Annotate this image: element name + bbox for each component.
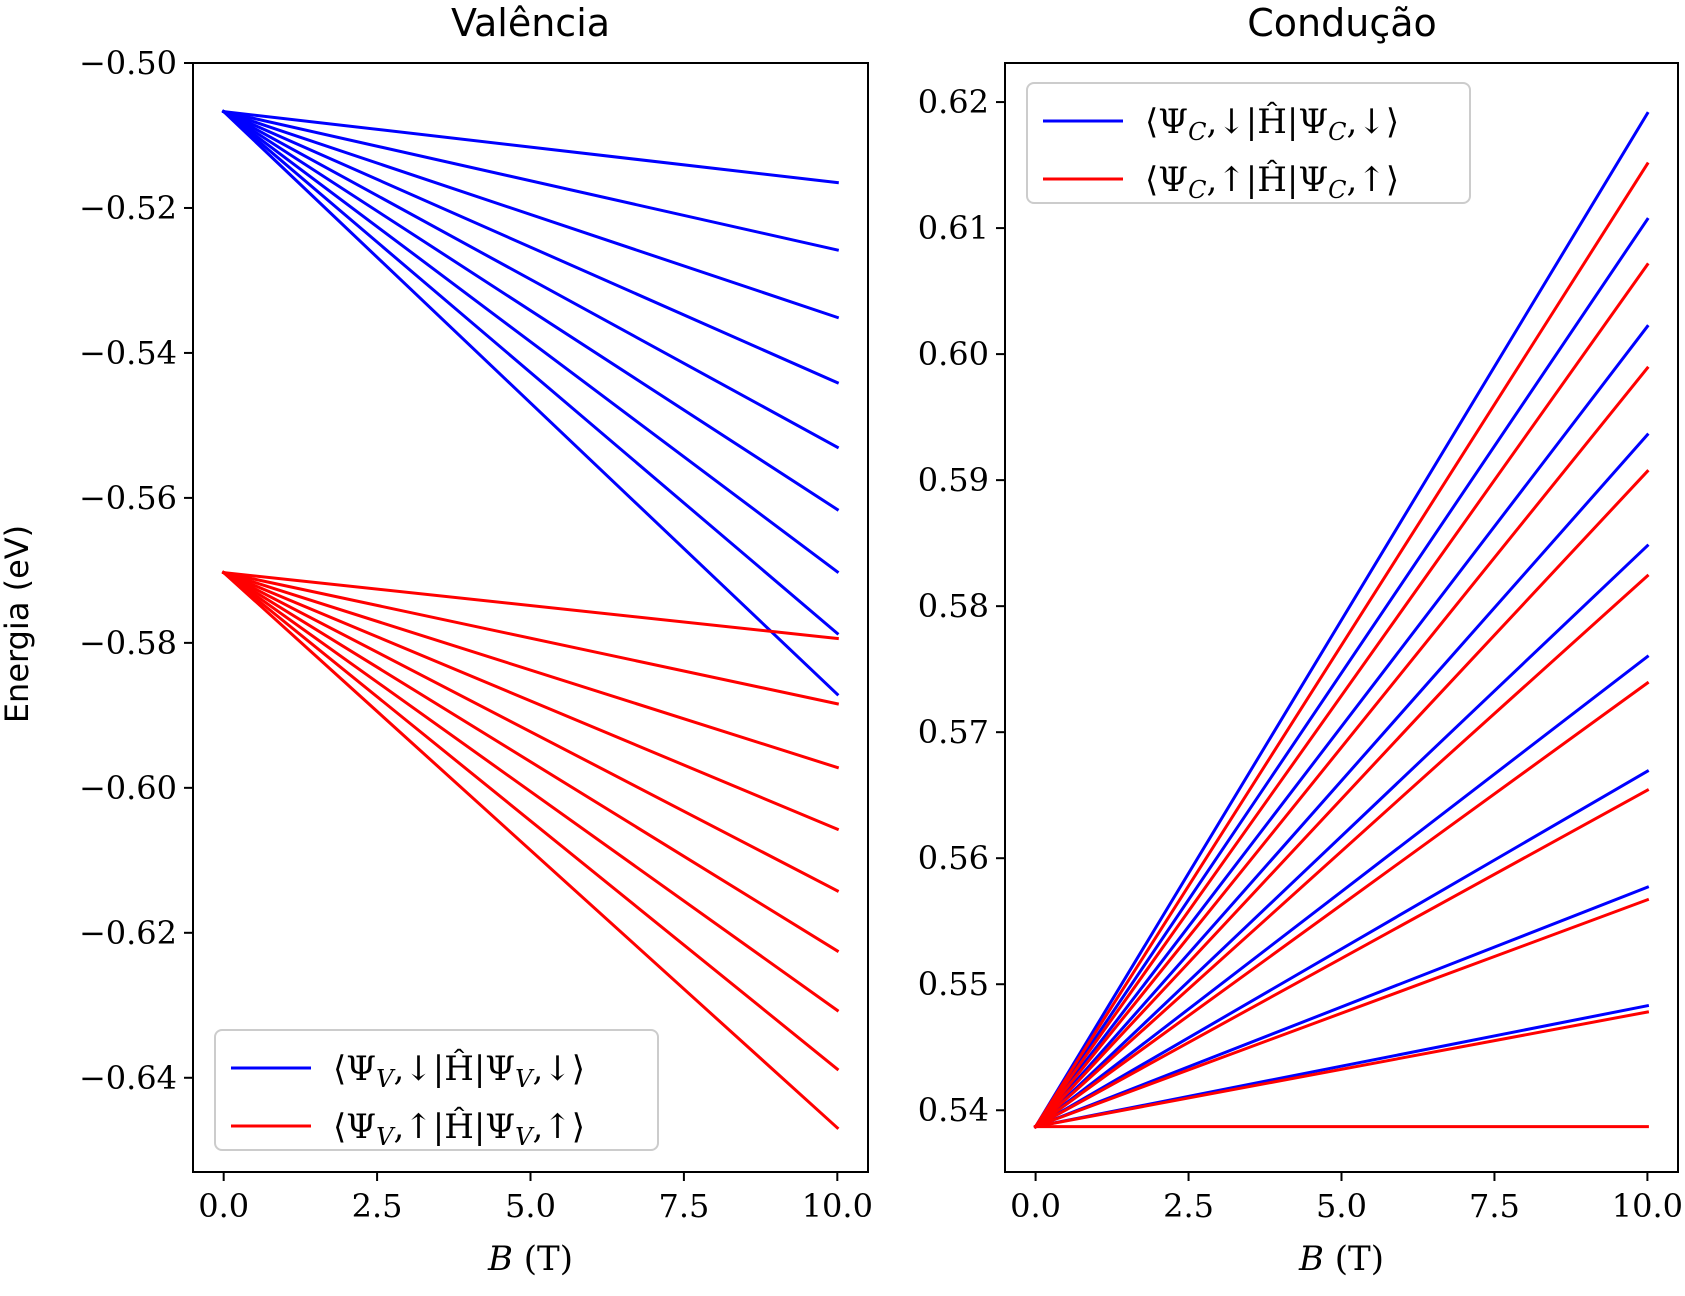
series-spin-up-line-3 bbox=[1033, 788, 1650, 1129]
conduction-title: Condução bbox=[1247, 1, 1437, 45]
series-spin-up-line-1 bbox=[1033, 1010, 1650, 1129]
series-spin-down-line-6 bbox=[1033, 324, 1650, 1129]
series-spin-down-line-5 bbox=[1033, 432, 1650, 1129]
y-tick-label: 0.57 bbox=[918, 713, 989, 751]
series-spin-down-line-2 bbox=[1033, 769, 1650, 1129]
series-spin-up-line-7 bbox=[221, 570, 840, 1072]
series-spin-up-line-2 bbox=[1033, 897, 1650, 1129]
series-spin-down-line-5 bbox=[221, 109, 840, 512]
series-spin-down-line-1 bbox=[1033, 885, 1650, 1129]
y-tick-label: 0.55 bbox=[918, 965, 989, 1003]
series-spin-up-line-6 bbox=[221, 570, 840, 1013]
x-tick-label: 7.5 bbox=[1469, 1187, 1520, 1225]
series-spin-up-line-7 bbox=[1033, 365, 1650, 1129]
x-tick-label: 2.5 bbox=[352, 1187, 403, 1225]
series-spin-down-line-1 bbox=[221, 109, 840, 252]
x-axis-label: B (T) bbox=[1298, 1239, 1384, 1279]
series-spin-down-line-3 bbox=[1033, 654, 1650, 1129]
x-tick-label: 5.0 bbox=[1316, 1187, 1367, 1225]
series-spin-down-line-3 bbox=[221, 109, 840, 385]
series-spin-down-line-4 bbox=[221, 109, 840, 450]
series-spin-down-line-8 bbox=[221, 109, 840, 697]
series-spin-up-line-2 bbox=[221, 570, 840, 770]
y-tick-label: 0.54 bbox=[918, 1091, 989, 1129]
series-spin-up-line-4 bbox=[1033, 680, 1650, 1129]
series-spin-up-line-9 bbox=[1033, 161, 1650, 1129]
x-tick-label: 7.5 bbox=[658, 1187, 709, 1225]
valence-panel: Valência Energia (eV) 0.0 2.5 5.0 7.5 10.0 −0… bbox=[0, 1, 873, 1279]
x-tick-label: 2.5 bbox=[1163, 1187, 1214, 1225]
y-tick-label: −0.54 bbox=[79, 334, 177, 372]
x-tick-label: 0.0 bbox=[1010, 1187, 1061, 1225]
series-spin-up-line-6 bbox=[1033, 469, 1650, 1129]
legend-label-spin-down: ⟨ΨC,↓|Ĥ|ΨC,↓⟩ bbox=[1145, 101, 1399, 146]
legend-label-spin-up: ⟨ΨC,↑|Ĥ|ΨC,↑⟩ bbox=[1145, 159, 1399, 204]
y-tick-label: 0.59 bbox=[918, 461, 989, 499]
series-spin-down-line-0 bbox=[222, 109, 839, 185]
legend-box bbox=[214, 1029, 659, 1151]
series-spin-up-line-8 bbox=[1033, 262, 1650, 1129]
x-tick-label: 0.0 bbox=[198, 1187, 249, 1225]
series-spin-down-line-8 bbox=[1033, 111, 1650, 1129]
y-tick-label: −0.58 bbox=[79, 624, 177, 662]
y-tick-label: −0.50 bbox=[79, 44, 177, 82]
y-tick-label: 0.56 bbox=[918, 839, 989, 877]
series-spin-up-line-5 bbox=[1033, 573, 1650, 1129]
series-spin-down-line-7 bbox=[1033, 217, 1650, 1129]
x-tick-label: 5.0 bbox=[505, 1187, 556, 1225]
series-spin-down-line-2 bbox=[221, 109, 840, 320]
series-spin-down-line-4 bbox=[1033, 543, 1650, 1129]
y-tick-label: −0.62 bbox=[79, 914, 177, 952]
x-tick-label: 10.0 bbox=[1612, 1187, 1683, 1225]
legend-label-spin-up: ⟨ΨV,↑|Ĥ|ΨV,↑⟩ bbox=[333, 1106, 585, 1151]
y-tick-label: −0.52 bbox=[79, 189, 177, 227]
series-spin-up-line-3 bbox=[221, 570, 840, 832]
legend-label-spin-down: ⟨ΨV,↓|Ĥ|ΨV,↓⟩ bbox=[333, 1048, 585, 1093]
x-axis-label: B (T) bbox=[487, 1239, 573, 1279]
y-tick-label: 0.61 bbox=[918, 209, 989, 247]
y-tick-label: 0.58 bbox=[918, 587, 989, 625]
y-tick-label: 0.62 bbox=[918, 83, 989, 121]
valence-title: Valência bbox=[451, 1, 610, 45]
valence-y-axis-label: Energia (eV) bbox=[0, 525, 36, 723]
x-tick-label: 10.0 bbox=[802, 1187, 873, 1225]
series-spin-up-line-4 bbox=[221, 570, 840, 893]
y-tick-label: −0.56 bbox=[79, 479, 177, 517]
conduction-panel: Condução 0.0 2.5 5.0 7.5 10.0 0.54 0.55 0.56 0.5… bbox=[918, 1, 1683, 1279]
series-spin-down-line-7 bbox=[221, 109, 840, 636]
y-tick-label: −0.60 bbox=[79, 769, 177, 807]
series-spin-up-line-0 bbox=[222, 570, 839, 641]
y-tick-label: −0.64 bbox=[79, 1059, 177, 1097]
series-spin-up-line-8 bbox=[221, 570, 840, 1130]
series-spin-down-line-6 bbox=[221, 109, 840, 574]
legend-box bbox=[1026, 82, 1471, 204]
series-spin-up-line-1 bbox=[221, 570, 840, 706]
series-spin-up-line-5 bbox=[221, 570, 840, 953]
legend: ⟨ΨV,↓|Ĥ|ΨV,↓⟩ ⟨ΨV,↑|Ĥ|ΨV,↑⟩ bbox=[214, 1029, 659, 1151]
legend: ⟨ΨC,↓|Ĥ|ΨC,↓⟩ ⟨ΨC,↑|Ĥ|ΨC,↑⟩ bbox=[1026, 82, 1471, 204]
y-tick-label: 0.60 bbox=[918, 335, 989, 373]
